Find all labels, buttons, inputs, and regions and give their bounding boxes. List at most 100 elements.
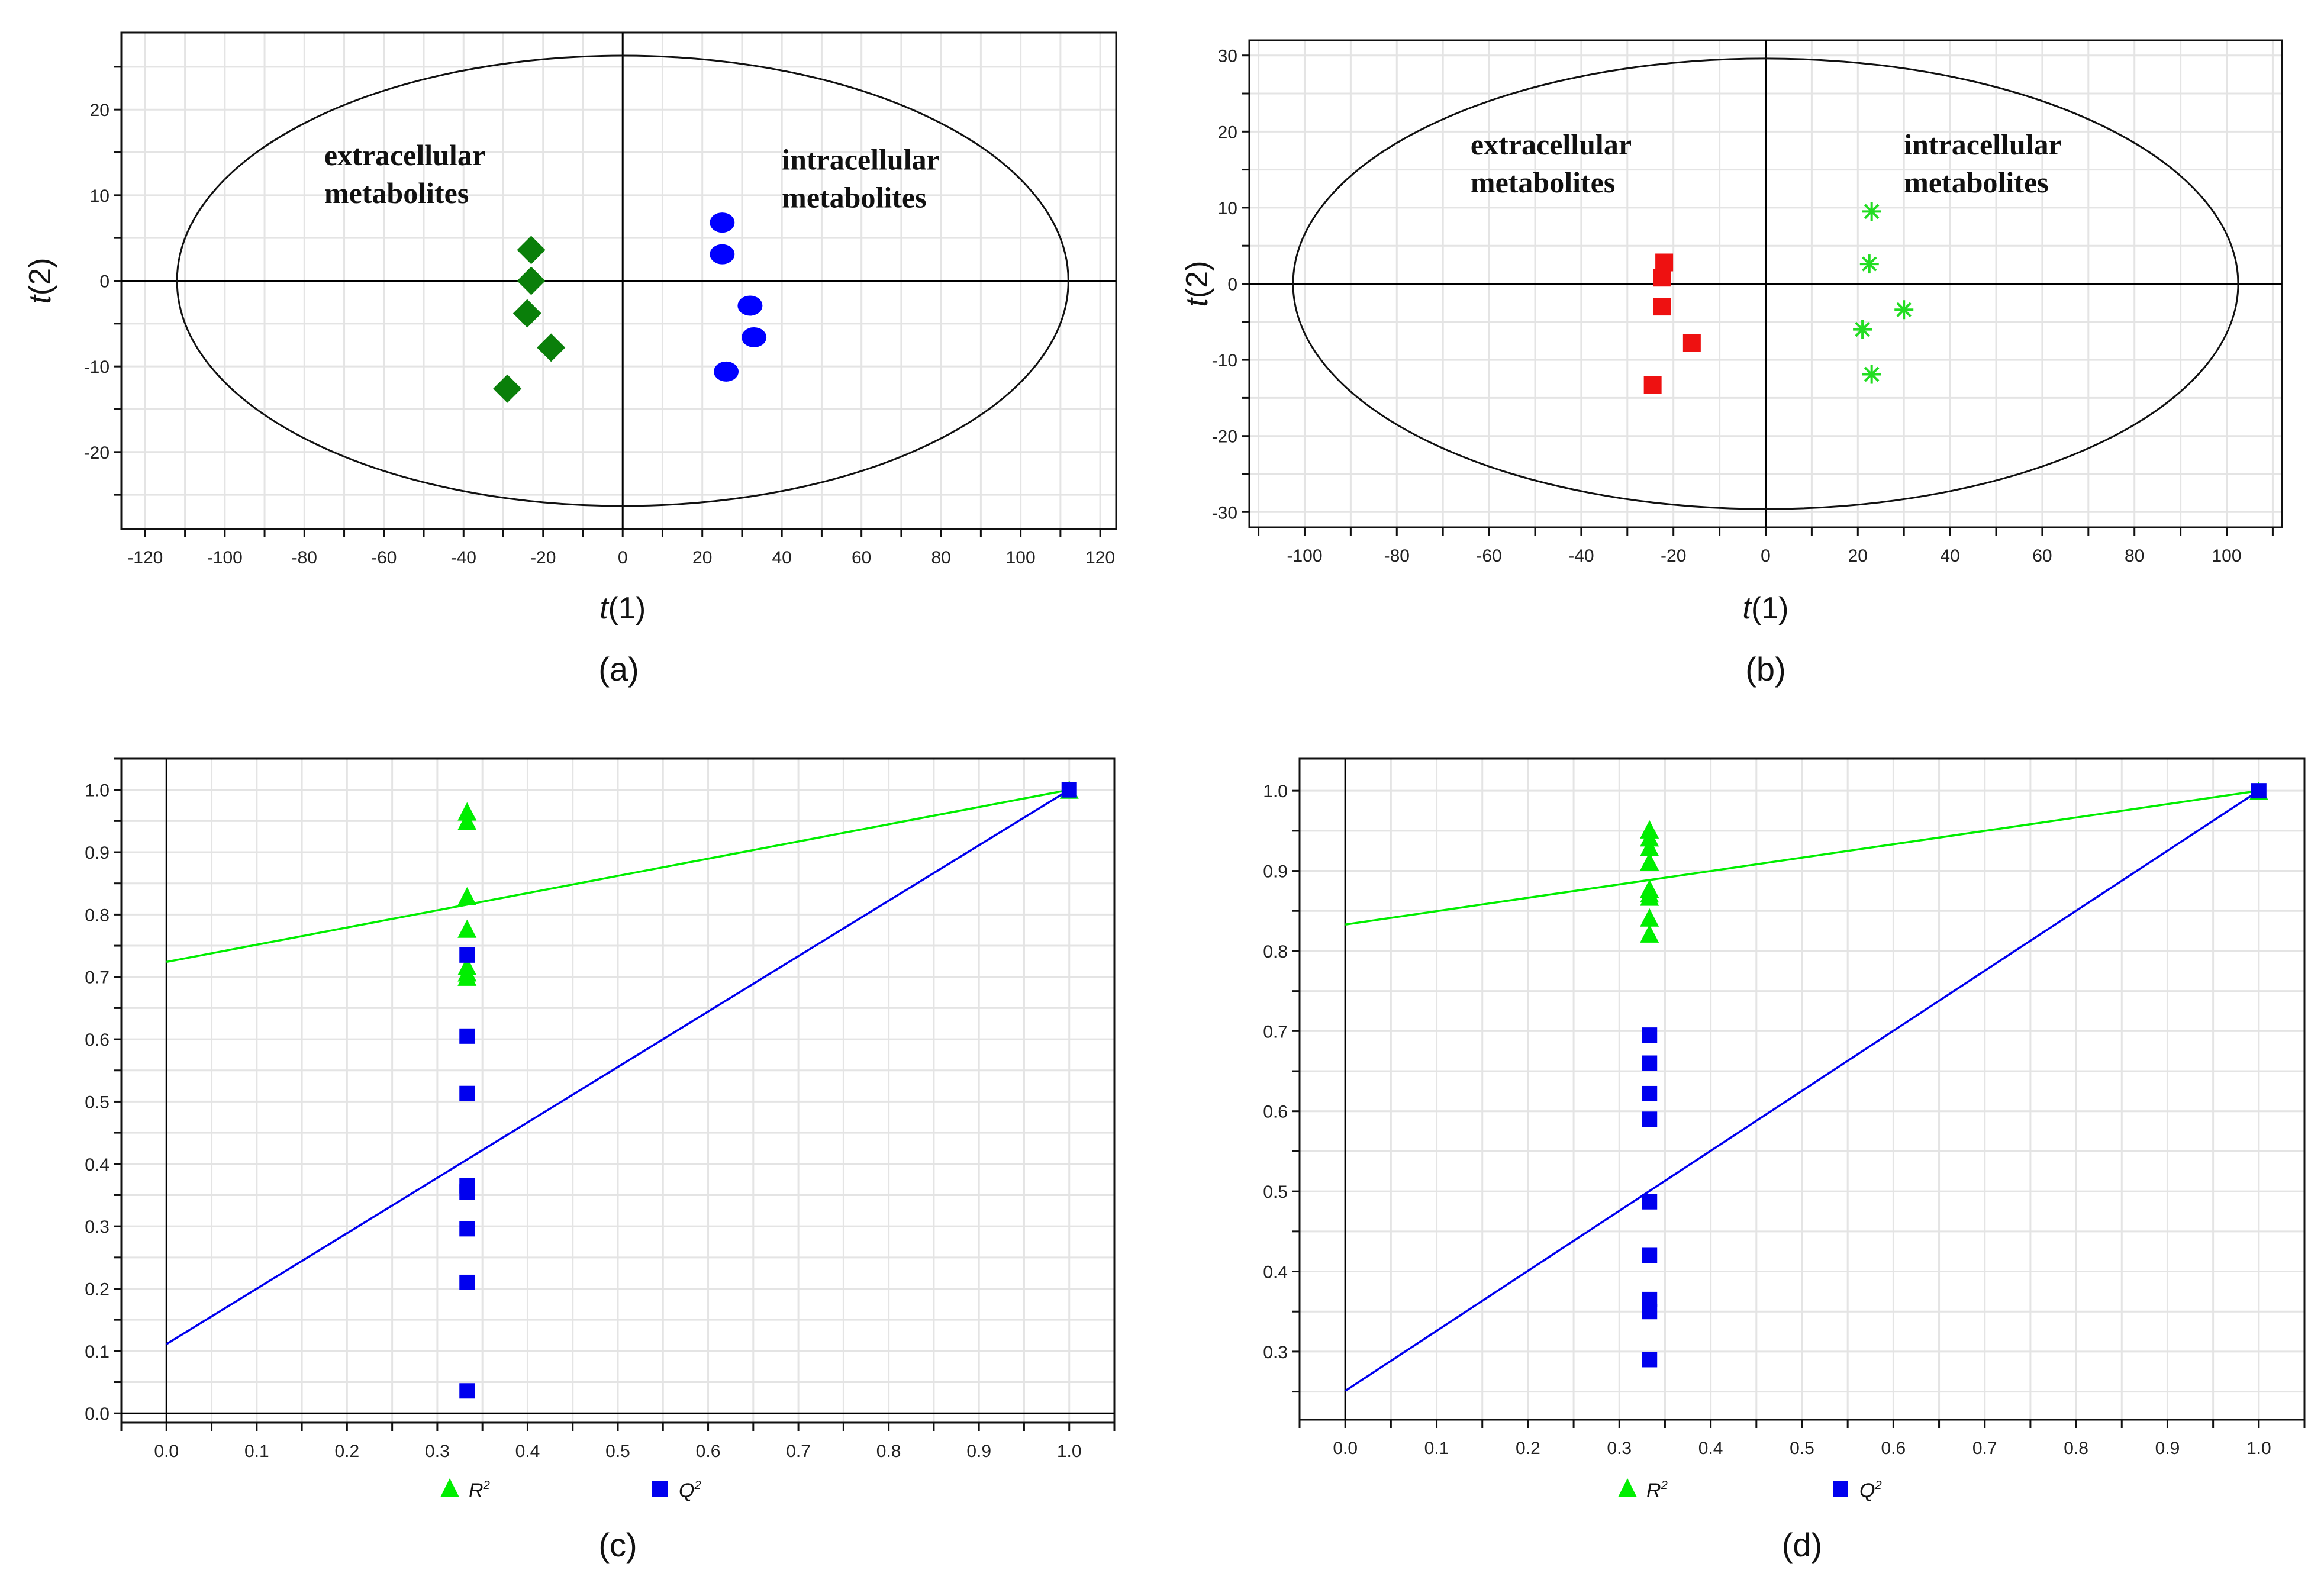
x-tick-label: -20 — [1661, 546, 1686, 566]
data-point — [710, 244, 735, 265]
x-tick-label: 0.8 — [876, 1442, 901, 1461]
legend-label: Q2 — [1859, 1479, 1882, 1502]
group-annotation: metabolites — [1904, 166, 2048, 199]
x-tick-label: 0.9 — [966, 1442, 991, 1461]
data-point — [1640, 924, 1659, 943]
hotelling-ellipse — [176, 54, 1069, 507]
data-point — [1862, 202, 1881, 221]
x-tick-label: 0.3 — [1607, 1439, 1632, 1458]
panel-label: (b) — [1745, 650, 1785, 688]
group-annotation: metabolites — [782, 180, 926, 214]
y-tick-label: 0 — [1227, 275, 1237, 295]
legend: R2 Q2 — [440, 1478, 701, 1502]
data-point — [493, 374, 522, 403]
group-annotation: metabolites — [324, 176, 469, 209]
x-tick-label: 0.7 — [1972, 1439, 1997, 1458]
x-tick-label: -100 — [207, 548, 243, 568]
legend-triangle-icon — [1618, 1478, 1637, 1497]
x-tick-label: 0.5 — [605, 1442, 630, 1461]
y-tick-label: 10 — [90, 186, 109, 206]
legend-label: R2 — [469, 1479, 490, 1502]
data-point — [1682, 334, 1701, 352]
data-point — [512, 299, 541, 328]
y-tick-label: 0.1 — [85, 1342, 109, 1362]
x-tick-label: 0 — [1761, 546, 1771, 566]
chart-d: 0.0 0.1 0.2 0.3 0.4 0.5 0.6 0.7 0.8 0.9 1.00.30.40… — [1263, 757, 2306, 1564]
y-axis-title: t(2) — [23, 257, 57, 304]
legend-triangle-icon — [440, 1478, 459, 1497]
x-axis-title: t(1) — [599, 591, 646, 626]
x-tick-label: 40 — [772, 548, 791, 568]
legend-square-icon — [652, 1481, 668, 1497]
x-tick-label: 20 — [1848, 546, 1868, 566]
x-tick-label: -100 — [1287, 546, 1322, 566]
x-tick-label: 100 — [1006, 548, 1036, 568]
legend: R2 Q2 — [1618, 1478, 1882, 1502]
data-point — [537, 333, 566, 362]
panel-label: (d) — [1782, 1526, 1822, 1564]
x-tick-label: 60 — [852, 548, 871, 568]
y-tick-label: 0.6 — [1263, 1103, 1288, 1122]
group-annotation: intracellular — [782, 143, 940, 176]
y-tick-label: 0 — [99, 272, 109, 292]
data-point — [1642, 1304, 1658, 1320]
x-tick-label: 0.3 — [425, 1442, 450, 1461]
y-tick-label: -10 — [84, 357, 109, 377]
y-tick-label: -10 — [1212, 351, 1237, 370]
x-tick-label: 80 — [931, 548, 950, 568]
y-tick-label: -20 — [1212, 427, 1237, 447]
data-point — [1643, 376, 1662, 394]
group-annotation: intracellular — [1904, 128, 2062, 161]
x-tick-label: -20 — [530, 548, 556, 568]
y-axis: 0.3 0.4 0.5 0.6 0.7 0.8 0.9 1.0 — [1263, 782, 1300, 1393]
x-tick-label: 80 — [2125, 546, 2144, 566]
group-annotation: extracellular — [324, 138, 485, 172]
data-point — [459, 947, 475, 963]
x-tick-label: 0.9 — [2155, 1439, 2180, 1458]
y-tick-label: 0.4 — [85, 1155, 109, 1175]
x-tick-label: -60 — [371, 548, 397, 568]
data-point — [1640, 837, 1659, 856]
series-q2 — [459, 782, 1077, 1399]
x-axis: 0.0 0.1 0.2 0.3 0.4 0.5 0.6 0.7 0.8 0.9 1.0 — [120, 1423, 1116, 1461]
data-point — [1642, 1111, 1658, 1127]
data-point — [457, 802, 477, 821]
series-extracellular-metabolites — [1643, 253, 1701, 394]
data-point — [737, 295, 763, 316]
asterisk-stroke — [1864, 204, 1880, 220]
data-point — [1642, 1085, 1658, 1101]
y-tick-label: -30 — [1212, 503, 1237, 523]
y-tick-label: 30 — [1218, 47, 1237, 66]
x-tick-label: 60 — [2032, 546, 2052, 566]
data-point — [459, 1085, 475, 1101]
regression-line-q2 — [166, 789, 1070, 1345]
data-point — [459, 1184, 475, 1200]
data-point — [1862, 365, 1881, 384]
x-tick-label: 0.4 — [515, 1442, 540, 1461]
chart-a: -120 -100 -80 -60 -40 -20 0 20 40 60 80 100 120-20-1… — [23, 31, 1117, 688]
data-point — [459, 1028, 475, 1044]
x-tick-label: 120 — [1085, 548, 1115, 568]
x-tick-label: 0.1 — [244, 1442, 269, 1461]
regression-line-r2 — [1345, 789, 2259, 926]
data-point — [1640, 852, 1659, 871]
data-point — [1640, 887, 1659, 906]
data-point — [1642, 1027, 1658, 1043]
y-tick-label: 0.9 — [1263, 862, 1288, 882]
y-tick-label: 0.9 — [85, 843, 109, 863]
y-tick-label: 0.2 — [85, 1279, 109, 1299]
data-point — [457, 967, 477, 986]
x-tick-label: -120 — [127, 548, 163, 568]
x-axis: -100 -80 -60 -40 -20 0 20 40 60 80 100 — [1258, 527, 2274, 566]
x-axis-title: t(1) — [1742, 591, 1788, 626]
y-tick-label: -20 — [84, 443, 109, 463]
series-q2 — [1642, 783, 2267, 1368]
x-tick-label: 0.2 — [1516, 1439, 1540, 1458]
panel-label: (c) — [598, 1526, 637, 1564]
y-axis-title: t(2) — [1180, 260, 1214, 307]
asterisk-stroke — [1855, 321, 1870, 337]
x-tick-label: 0.6 — [1881, 1439, 1906, 1458]
chart-b: -100 -80 -60 -40 -20 0 20 40 60 80 100-30-20-10010… — [1180, 39, 2283, 688]
data-point — [1653, 269, 1671, 287]
